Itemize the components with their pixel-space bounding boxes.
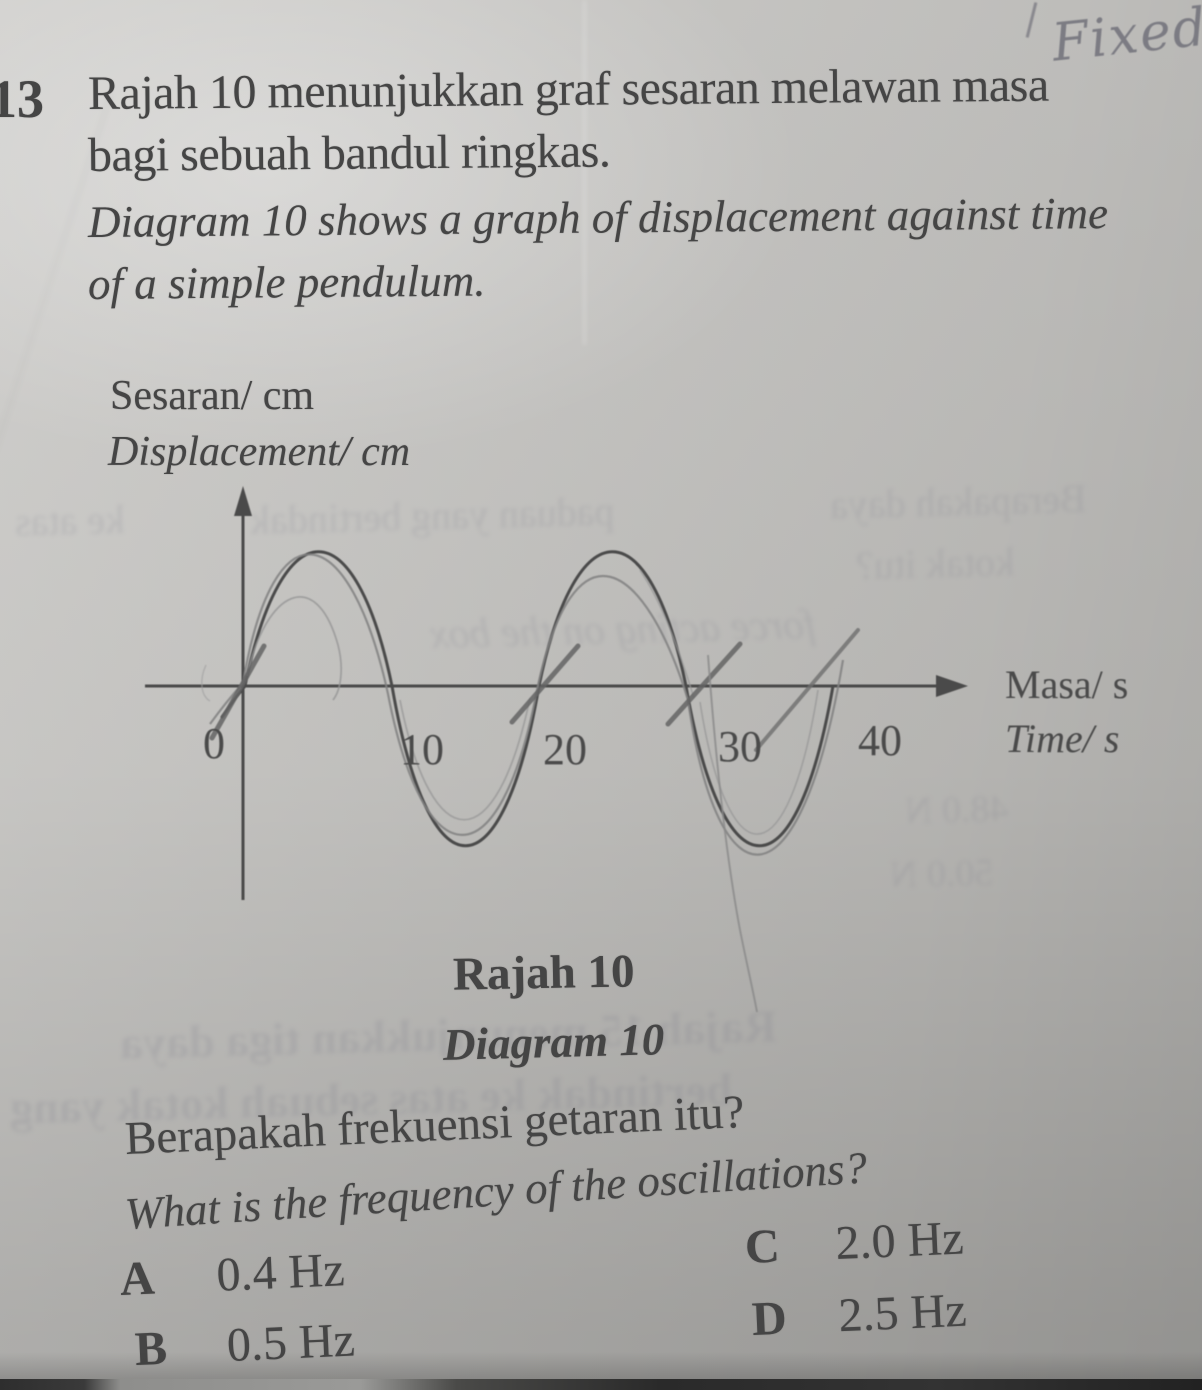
pencil-arc (699, 689, 819, 835)
option-a-letter: A (118, 1251, 156, 1306)
diagram-caption-malay: Rajah 10 (452, 945, 635, 1001)
pencil-arc (246, 596, 343, 701)
x-axis-label-malay: Masa/ s (1005, 662, 1128, 707)
option-c-value: 2.0 Hz (834, 1211, 965, 1271)
option-a: A 0.4 Hz (119, 1242, 346, 1307)
pencil-arc (399, 697, 531, 821)
pencil-trace-curve (209, 553, 845, 856)
option-a-value: 0.4 Hz (215, 1243, 346, 1302)
question-number: 13 (0, 69, 44, 129)
question-text-malay-line2: bagi sebuah bandul ringkas. (87, 124, 611, 182)
x-tick-label: 10 (400, 725, 444, 774)
paper-crease (583, 0, 586, 345)
pencil-arc (639, 569, 695, 699)
option-d-value: 2.5 Hz (837, 1283, 968, 1343)
x-tick-label: 40 (858, 716, 902, 765)
pencil-slash-mark (509, 643, 581, 725)
x-tick-label: 0 (203, 719, 225, 768)
pencil-slash-mark (209, 643, 267, 741)
option-c-letter: C (743, 1219, 781, 1274)
photo-shadow (0, 1352, 1202, 1382)
option-d-letter: D (750, 1291, 788, 1346)
option-c: C 2.0 Hz (744, 1210, 965, 1274)
question-text-malay-line1: Rajah 10 menunjukkan graf sesaran melawa… (87, 58, 1049, 120)
displacement-time-graph: 0 10 20 30 40 Masa/ s Time/ s (145, 486, 1128, 1013)
stray-pencil-line (707, 654, 758, 1013)
x-tick-label: 20 (543, 725, 587, 774)
x-tick-label: 30 (718, 722, 762, 771)
diagram-caption-english: Diagram 10 (442, 1014, 665, 1070)
photo-edge-shadow (0, 1379, 1202, 1390)
option-d: D 2.5 Hz (751, 1283, 968, 1347)
pencil-slash-mark (754, 628, 860, 752)
pencil-tick-mark (1025, 2, 1038, 38)
y-axis-label-english: Displacement/ cm (108, 429, 411, 475)
y-axis-arrow-icon (234, 486, 252, 516)
x-axis-label-english: Time/ s (1005, 716, 1119, 761)
x-axis-arrow-icon (936, 675, 968, 697)
pencil-arc (201, 664, 211, 702)
y-axis-label-malay: Sesaran/ cm (110, 373, 315, 419)
question-text-english-line1: Diagram 10 shows a graph of displacement… (87, 188, 1109, 247)
displacement-curve (220, 550, 835, 847)
handwritten-note: Fixed (1049, 0, 1202, 74)
question-text-english-line2: of a simple pendulum. (87, 255, 486, 309)
pencil-slash-mark (665, 641, 743, 727)
